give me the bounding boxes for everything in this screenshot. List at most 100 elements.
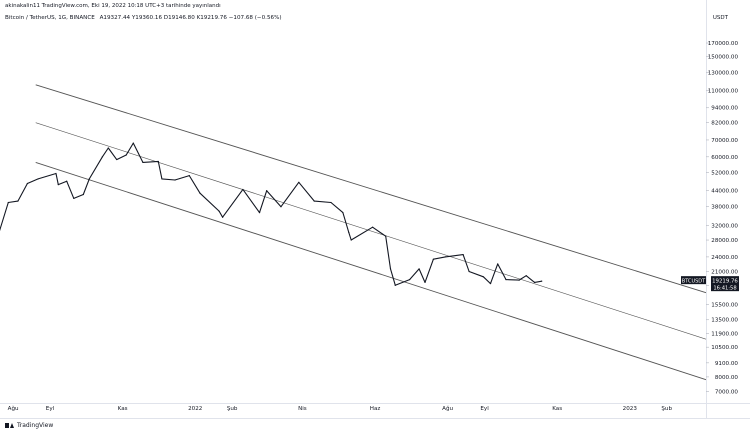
price-tag: [711, 276, 739, 292]
y-tick-label: 52000.00: [711, 170, 738, 176]
y-tick-label: 8000.00: [715, 375, 739, 381]
ohlc-change: −107.68 (−0.56%): [228, 15, 282, 21]
y-tick-label: 60000.00: [711, 155, 738, 161]
price-axis: 170000.00 150000.00 130000.00 110000.00 9400…: [706, 0, 738, 418]
price-series-line: [0, 142, 542, 286]
price-point: [462, 254, 464, 256]
price-point: [199, 192, 201, 194]
price-point: [280, 206, 282, 208]
price-point: [385, 235, 387, 237]
y-tick-label: 170000.00: [708, 41, 739, 47]
price-point: [266, 190, 268, 192]
price-point: [444, 256, 446, 258]
x-tick-label: Kas: [552, 406, 562, 412]
price-point: [350, 239, 352, 241]
price-point: [82, 193, 84, 196]
x-tick-label: Eyl: [480, 406, 489, 412]
y-tick-label: 82000.00: [711, 121, 738, 127]
y-tick-label: 28000.00: [711, 238, 738, 244]
y-tick-label: 38000.00: [711, 205, 738, 211]
price-point: [157, 160, 159, 163]
x-tick-label: Ağu: [442, 405, 453, 412]
price-point: [66, 180, 68, 182]
price-point: [26, 182, 28, 185]
footer-brand[interactable]: TradingView: [5, 419, 53, 431]
x-tick-label: Haz: [370, 406, 381, 412]
price-point: [55, 172, 57, 175]
symbol-info: Bitcoin / TetherUS, 1G, BINANCE A19327.4…: [5, 15, 282, 21]
publish-info: akinakalin11 TradingView.com, Eki 19, 20…: [5, 3, 221, 9]
y-tick-label: 110000.00: [708, 89, 739, 95]
time-axis: Ağu Eyl Kas 2022 Şub Nis Haz Ağu Eyl Kas 2023 Şub: [0, 403, 750, 419]
price-point: [424, 281, 426, 284]
ticker-tag-text: BTCUSDT: [682, 278, 706, 284]
price-point: [372, 226, 374, 228]
price-tag-countdown: 16:41:58: [713, 285, 736, 291]
price-point: [489, 282, 492, 285]
y-tick-label: 24000.00: [711, 255, 738, 261]
price-point: [125, 154, 127, 156]
x-tick-label: Nis: [298, 406, 307, 412]
price-point: [88, 178, 90, 180]
x-tick-label: Eyl: [46, 406, 55, 412]
y-tick-label: 44000.00: [711, 189, 738, 195]
y-tick-label: 21000.00: [711, 269, 738, 275]
price-point: [432, 258, 434, 260]
y-tick-label: 9100.00: [715, 361, 739, 367]
x-tick-label: Ağu: [8, 405, 19, 412]
y-tick-label: 130000.00: [708, 70, 739, 76]
ohlc-close: K19219.76: [196, 15, 227, 21]
channel-line: [35, 161, 707, 381]
price-point: [17, 200, 19, 202]
price-point: [394, 284, 396, 286]
price-point: [37, 178, 39, 180]
x-tick-label: 2022: [188, 406, 202, 412]
price-point: [174, 179, 176, 181]
price-point: [142, 161, 144, 163]
channel-lines: [35, 84, 707, 381]
y-tick-label: 13500.00: [711, 318, 738, 324]
currency-label: USDT: [712, 15, 728, 21]
price-point: [7, 201, 9, 204]
y-tick-label: 7000.00: [715, 389, 739, 395]
x-tick-label: Kas: [118, 406, 128, 412]
price-point: [342, 211, 344, 214]
price-point: [73, 197, 75, 199]
tradingview-logo-icon: [5, 422, 15, 429]
price-point: [161, 178, 163, 180]
price-series: [0, 142, 543, 286]
price-point: [525, 275, 527, 277]
price-point: [468, 270, 470, 273]
price-point: [242, 188, 244, 191]
x-tick-label: Şub: [227, 406, 238, 412]
x-tick-label: 2023: [623, 406, 638, 412]
y-tick-label: 11900.00: [711, 332, 738, 338]
price-point: [218, 210, 220, 212]
brand-name: TradingView: [17, 421, 54, 429]
y-tick-label: 150000.00: [708, 55, 739, 61]
y-tick-label: 32000.00: [711, 223, 738, 229]
x-tick-label: Şub: [661, 406, 672, 412]
price-point: [482, 276, 484, 278]
price-point: [418, 268, 420, 270]
price-point: [497, 263, 499, 265]
price-point: [222, 216, 224, 218]
price-point: [258, 211, 261, 214]
y-tick-label: 94000.00: [711, 106, 738, 112]
price-point: [188, 175, 190, 177]
ohlc-high: Y19360.16: [131, 15, 162, 21]
price-point: [541, 280, 543, 282]
symbol-title: Bitcoin / TetherUS, 1G, BINANCE: [5, 15, 95, 21]
ohlc-open: A19327.44: [99, 15, 131, 21]
last-price-label: BTCUSDT 19219.76 16:41:58: [681, 276, 739, 291]
price-point: [116, 158, 118, 161]
ticker-tag: [681, 276, 706, 285]
price-point: [101, 156, 103, 158]
price-point: [348, 231, 350, 234]
price-point: [132, 142, 134, 144]
price-point: [518, 279, 520, 281]
price-point: [107, 147, 109, 149]
y-tick-label: 15500.00: [711, 303, 738, 309]
y-tick-label: 70000.00: [711, 138, 738, 144]
